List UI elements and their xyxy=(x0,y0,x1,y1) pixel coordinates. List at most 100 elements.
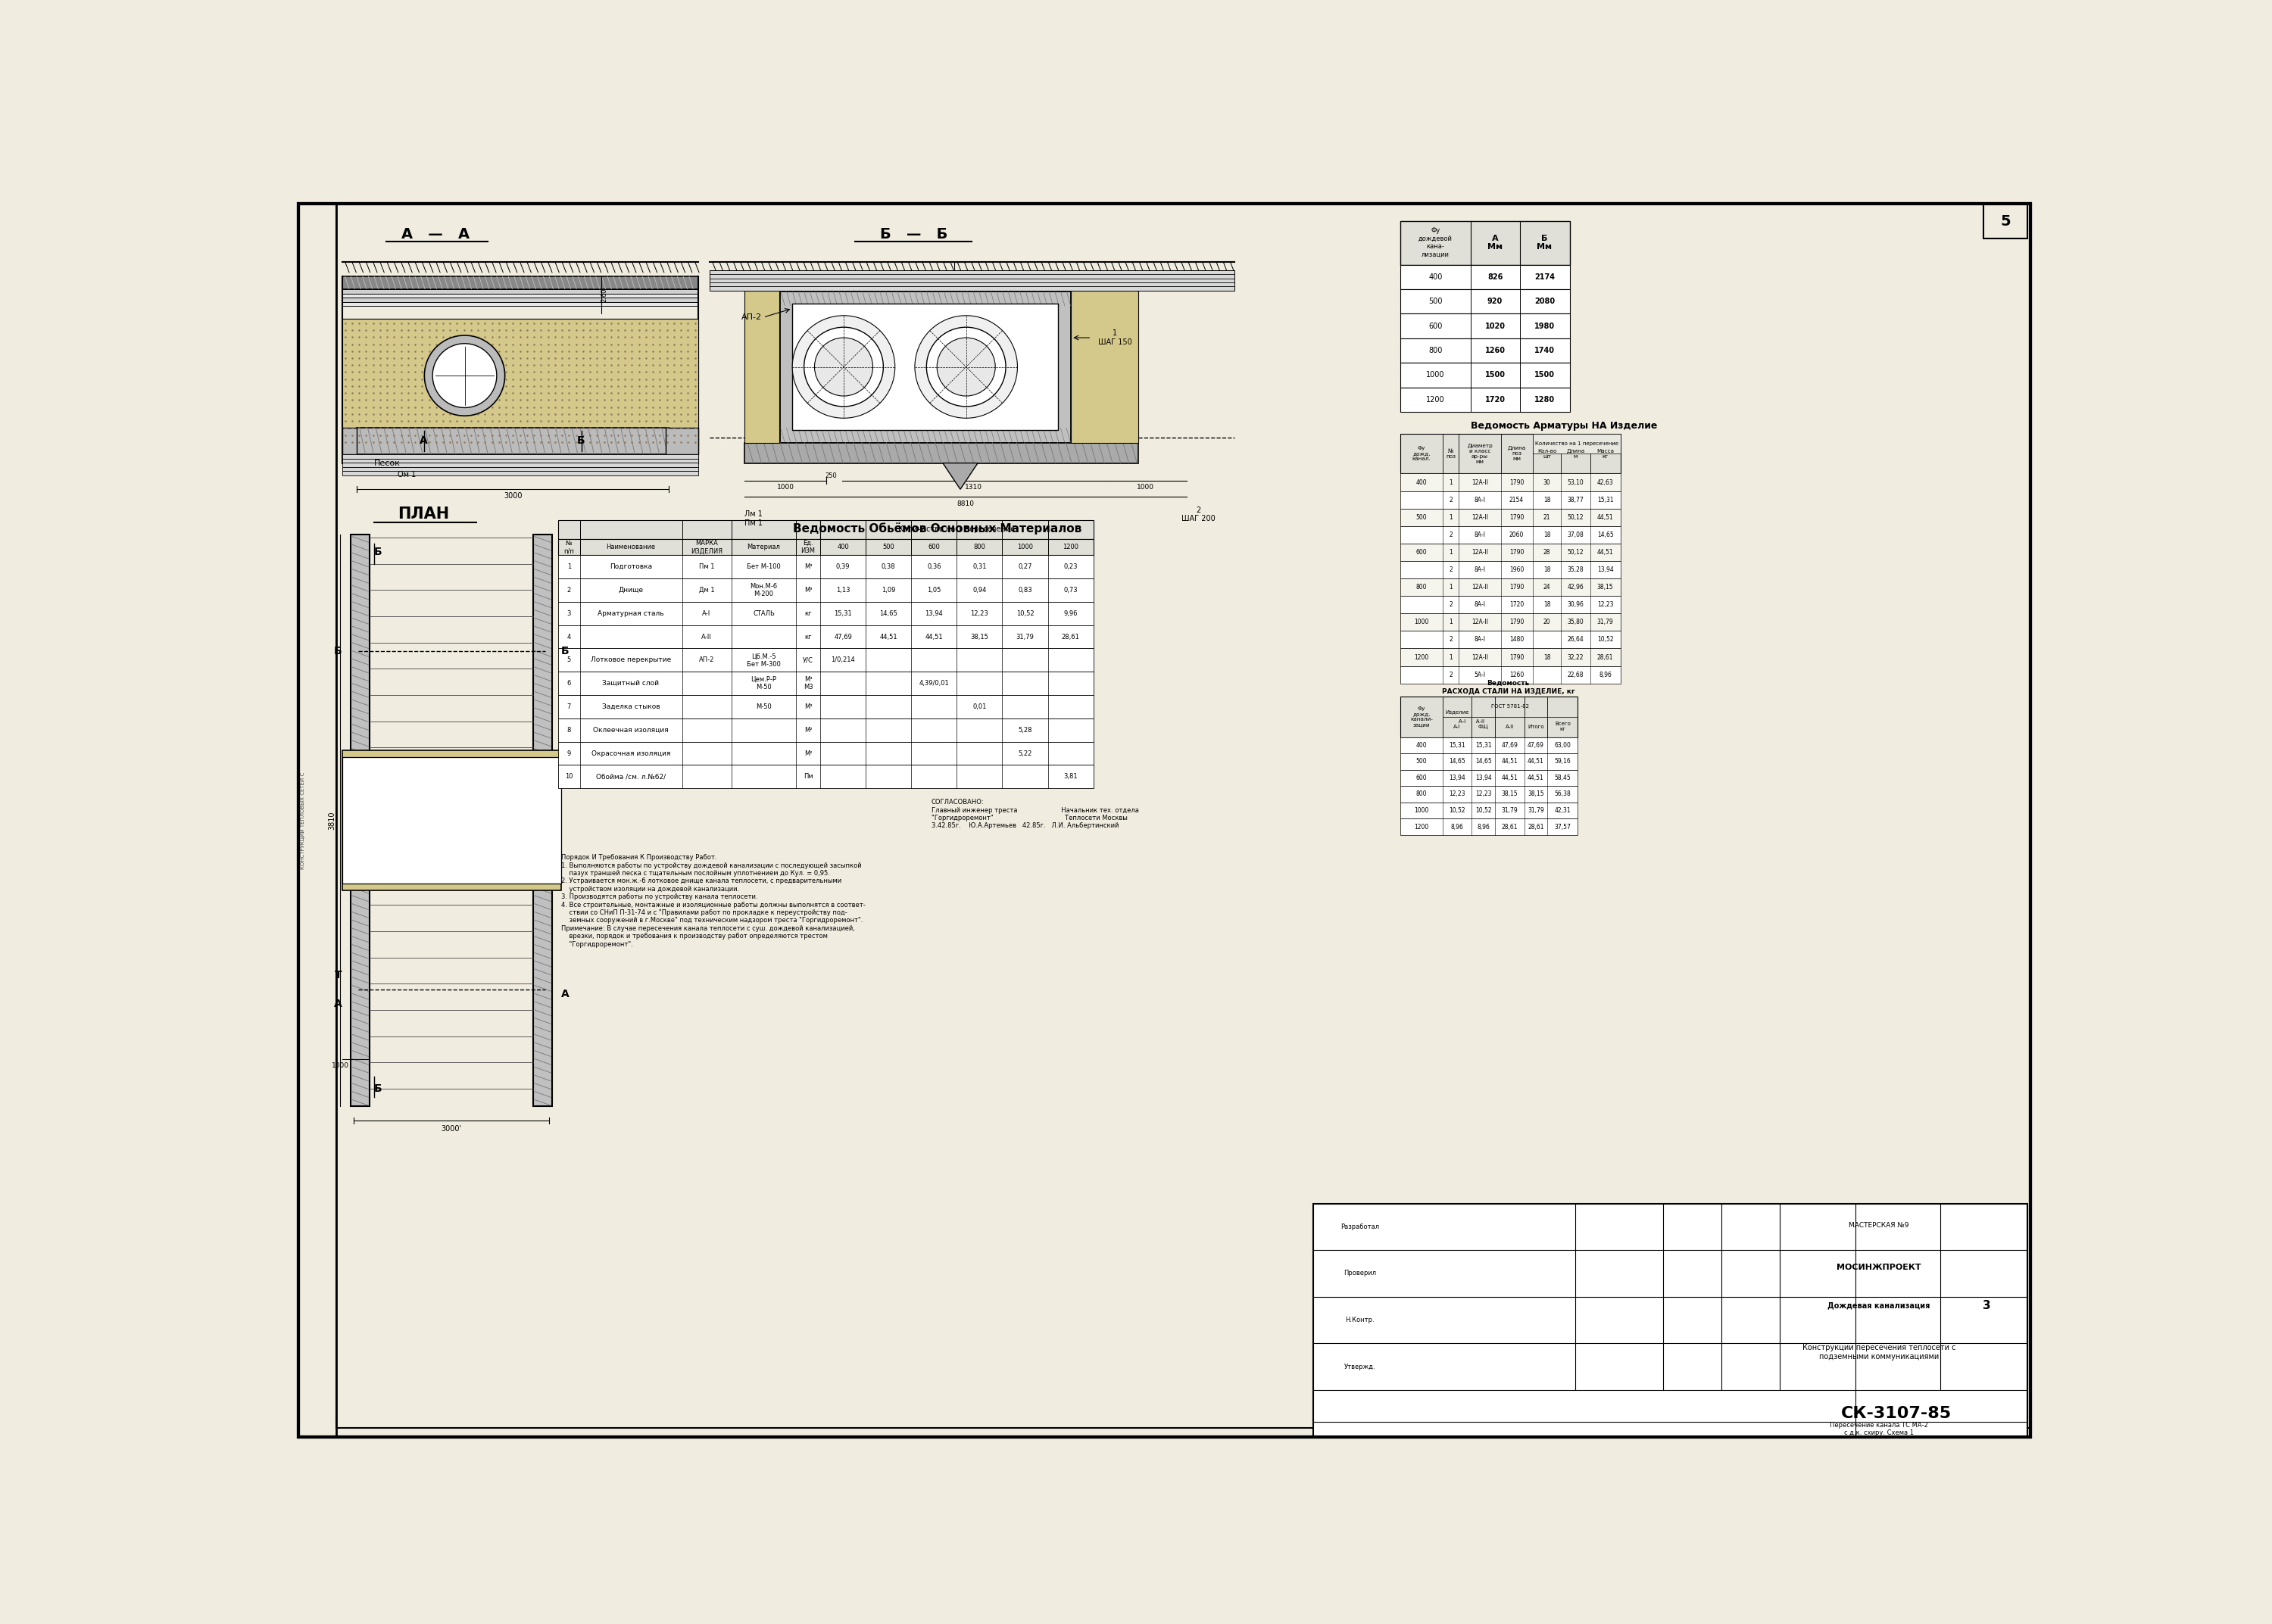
Bar xyxy=(343,757,561,883)
Text: 28: 28 xyxy=(1543,549,1550,555)
Text: 18: 18 xyxy=(1543,497,1550,503)
Text: Пм 1: Пм 1 xyxy=(745,520,763,526)
Text: 14,65: 14,65 xyxy=(879,611,897,617)
Bar xyxy=(1534,434,1620,453)
Text: 1: 1 xyxy=(1450,479,1452,486)
Text: 400: 400 xyxy=(1429,273,1443,281)
Text: 3810: 3810 xyxy=(329,810,336,830)
Text: 2080: 2080 xyxy=(1534,297,1554,305)
Bar xyxy=(559,555,1093,578)
Circle shape xyxy=(793,315,895,417)
Text: Масса
кг: Масса кг xyxy=(1597,448,1613,458)
Text: 8А-I: 8А-I xyxy=(1475,531,1486,538)
Text: 0,94: 0,94 xyxy=(972,586,986,593)
Text: 9: 9 xyxy=(568,750,570,757)
Text: 1000: 1000 xyxy=(1413,619,1429,625)
Text: 44,51: 44,51 xyxy=(879,633,897,640)
Bar xyxy=(559,765,1093,788)
Text: кг: кг xyxy=(804,633,811,640)
Bar xyxy=(343,463,698,468)
Text: Количество на 1 пересечение: Количество на 1 пересечение xyxy=(1536,442,1618,447)
Text: Изделие: Изделие xyxy=(1445,710,1470,715)
Text: Дм 1: Дм 1 xyxy=(700,586,713,593)
Bar xyxy=(1400,362,1570,387)
Text: 800: 800 xyxy=(1429,348,1443,354)
Text: Наименование: Наименование xyxy=(607,544,657,551)
Text: А
Мм: А Мм xyxy=(1488,234,1502,250)
Text: Фу
дожд.
канал.: Фу дожд. канал. xyxy=(1413,447,1431,461)
Text: 38,77: 38,77 xyxy=(1568,497,1584,503)
Text: 13,94: 13,94 xyxy=(1450,775,1465,781)
Text: 28,61: 28,61 xyxy=(1502,823,1518,830)
Text: АП-2: АП-2 xyxy=(700,656,713,664)
Text: 31,79: 31,79 xyxy=(1527,807,1545,814)
Text: 1,13: 1,13 xyxy=(836,586,850,593)
Bar xyxy=(1400,289,1570,313)
Text: 1310: 1310 xyxy=(966,484,982,490)
Text: 1: 1 xyxy=(1450,549,1452,555)
Text: 8810: 8810 xyxy=(957,500,975,507)
Circle shape xyxy=(432,344,498,408)
Text: 21: 21 xyxy=(1543,513,1550,521)
Text: Фу
дожд.
канали-
зации: Фу дожд. канали- зации xyxy=(1411,706,1434,728)
Text: У/С: У/С xyxy=(802,656,813,664)
Text: А-I: А-I xyxy=(1454,724,1461,729)
Text: 1500: 1500 xyxy=(1486,372,1506,378)
Bar xyxy=(1313,1203,2027,1437)
Text: 2: 2 xyxy=(1450,637,1452,643)
Text: 22,68: 22,68 xyxy=(1568,671,1584,679)
Text: 56,38: 56,38 xyxy=(1554,791,1570,797)
Text: АП-2: АП-2 xyxy=(741,313,761,322)
Text: Пм 1: Пм 1 xyxy=(700,564,713,570)
Text: СТАЛЬ: СТАЛЬ xyxy=(752,611,775,617)
Text: 59,16: 59,16 xyxy=(1554,758,1570,765)
Text: М³: М³ xyxy=(804,564,811,570)
Bar xyxy=(1400,526,1620,544)
Text: 1500: 1500 xyxy=(1534,372,1554,378)
Text: 1: 1 xyxy=(1450,619,1452,625)
Text: 1980: 1980 xyxy=(1534,322,1554,330)
Text: 5,22: 5,22 xyxy=(1018,750,1031,757)
Text: 0,73: 0,73 xyxy=(1063,586,1077,593)
Bar xyxy=(1400,596,1620,614)
Text: 500: 500 xyxy=(1415,513,1427,521)
Bar xyxy=(343,471,698,476)
Text: 28,61: 28,61 xyxy=(1061,633,1079,640)
Text: КОНСТРУКЦИИ ТЕПЛОВЫХ СЕТЕЙ С: КОНСТРУКЦИИ ТЕПЛОВЫХ СЕТЕЙ С xyxy=(300,771,304,869)
Text: А   —   А: А — А xyxy=(402,227,470,242)
Text: 4,39/0,01: 4,39/0,01 xyxy=(918,680,950,687)
Text: 3000: 3000 xyxy=(504,492,523,500)
Text: Пм: Пм xyxy=(804,773,813,780)
Text: 2
ШАГ 200: 2 ШАГ 200 xyxy=(1181,507,1216,523)
Text: А-II: А-II xyxy=(702,633,711,640)
Text: 1000: 1000 xyxy=(332,1062,350,1069)
Text: 1260: 1260 xyxy=(1486,348,1506,354)
Text: 0,31: 0,31 xyxy=(972,564,986,570)
Text: 1200: 1200 xyxy=(1413,823,1429,830)
Text: 3: 3 xyxy=(1983,1299,1990,1311)
Bar xyxy=(793,304,1059,430)
Text: ПЛАН: ПЛАН xyxy=(398,507,450,521)
Text: 400: 400 xyxy=(836,544,850,551)
Text: Б
Мм: Б Мм xyxy=(1536,234,1552,250)
Text: Б: Б xyxy=(375,1083,382,1095)
Text: 12,23: 12,23 xyxy=(1450,791,1465,797)
Bar xyxy=(745,443,1138,463)
Text: Лотковое перекрытие: Лотковое перекрытие xyxy=(591,656,670,664)
Text: Длина
м: Длина м xyxy=(1565,448,1584,458)
Text: 1790: 1790 xyxy=(1509,619,1525,625)
Text: 8А-I: 8А-I xyxy=(1475,601,1486,607)
Text: Проверил: Проверил xyxy=(1343,1270,1377,1276)
Text: 2.60: 2.60 xyxy=(602,287,609,302)
Text: Мон.М-6
М-200: Мон.М-6 М-200 xyxy=(750,583,777,598)
Text: 1790: 1790 xyxy=(1509,513,1525,521)
Text: Песок: Песок xyxy=(375,460,400,466)
Bar xyxy=(745,291,779,443)
Text: Ом 1: Ом 1 xyxy=(398,471,416,479)
Text: 12А-II: 12А-II xyxy=(1472,479,1488,486)
Text: Цб.М.-5
Бет М-300: Цб.М.-5 Бет М-300 xyxy=(747,653,782,667)
Bar xyxy=(1400,313,1570,338)
Text: 44,51: 44,51 xyxy=(1597,549,1613,555)
Bar xyxy=(1400,614,1620,632)
Text: 0,23: 0,23 xyxy=(1063,564,1077,570)
